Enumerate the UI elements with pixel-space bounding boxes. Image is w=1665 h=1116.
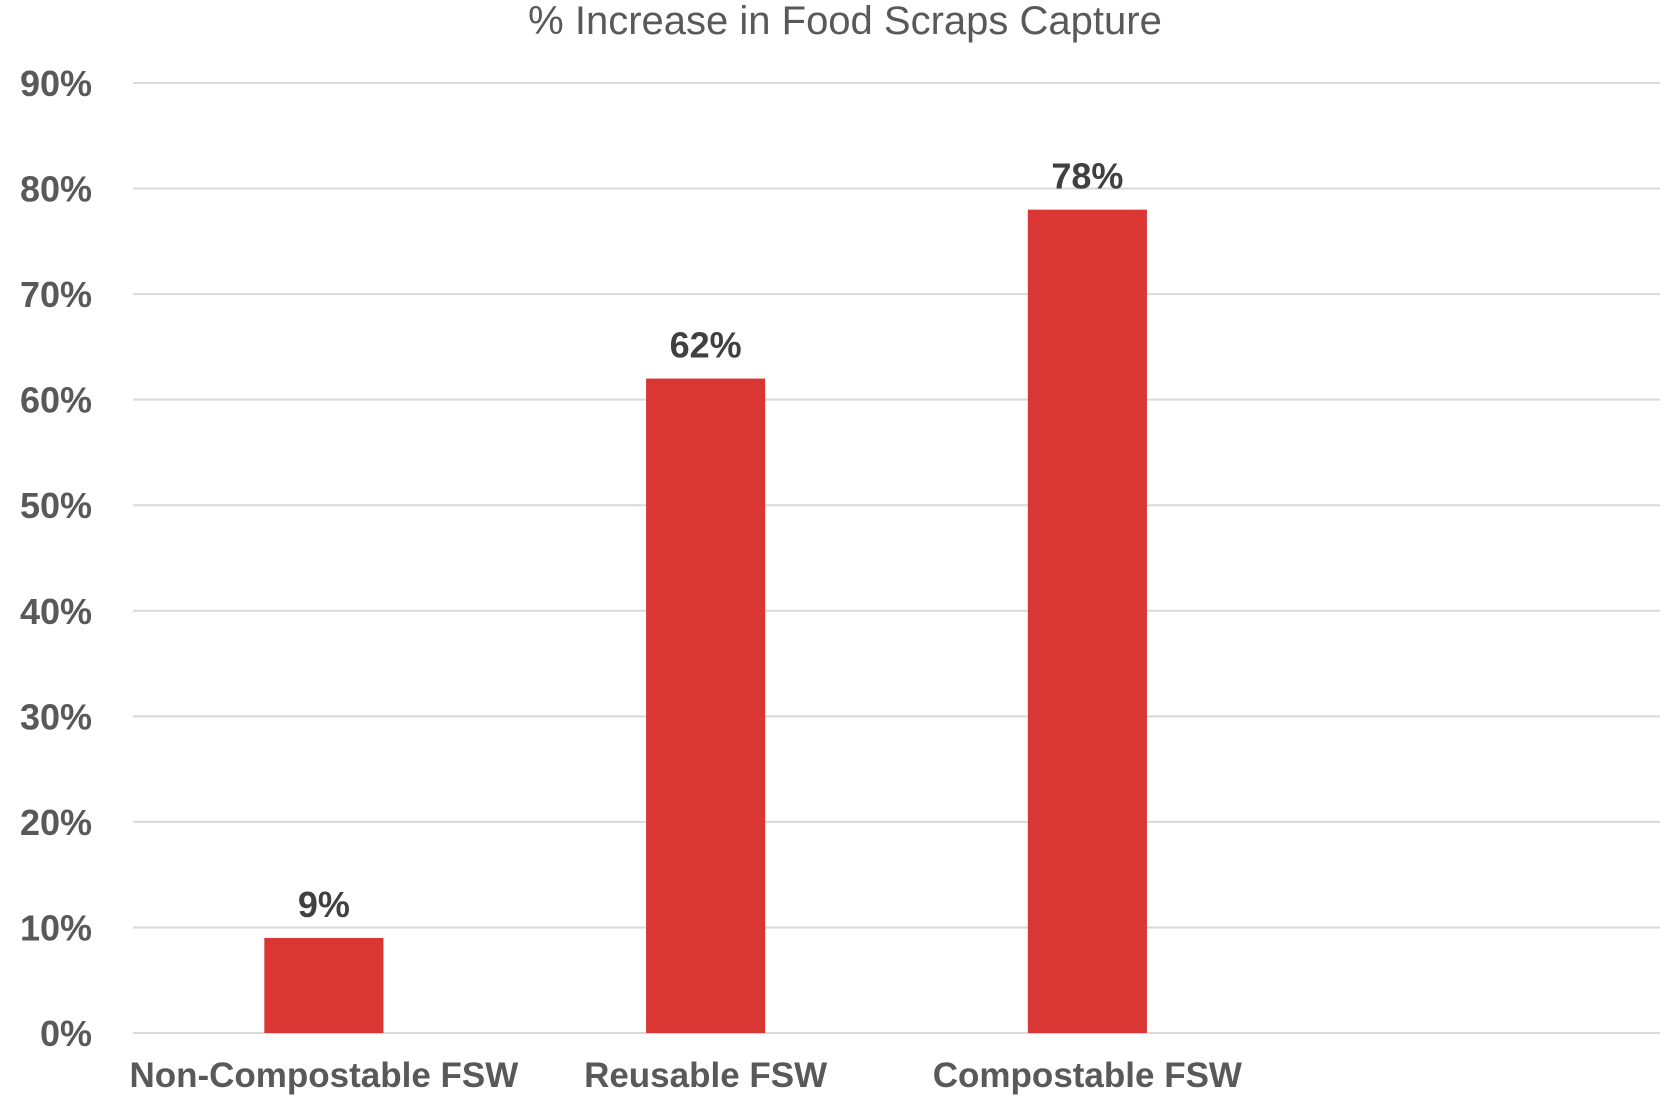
gridlines <box>133 82 1660 1034</box>
data-label: 62% <box>670 325 742 366</box>
data-label: 78% <box>1051 156 1123 197</box>
y-tick-label: 80% <box>20 169 92 210</box>
y-axis-tick-labels: 0% 10% 20% 30% 40% 50% 60% 70% 80% 90% <box>20 63 92 1054</box>
y-tick-label: 90% <box>20 63 92 104</box>
y-tick-label: 0% <box>40 1013 92 1054</box>
x-tick-label: Reusable FSW <box>584 1056 827 1095</box>
bars <box>264 209 1147 1033</box>
y-tick-label: 50% <box>20 485 92 526</box>
y-tick-label: 10% <box>20 907 92 948</box>
data-label: 9% <box>298 884 350 925</box>
data-labels: 9% 62% 78% <box>298 156 1124 925</box>
y-tick-label: 60% <box>20 380 92 421</box>
bar <box>264 938 384 1033</box>
x-tick-label: Non-Compostable FSW <box>129 1056 518 1095</box>
bar <box>1027 209 1147 1033</box>
x-tick-label: Compostable FSW <box>933 1056 1242 1095</box>
bar <box>646 378 766 1033</box>
x-axis-tick-labels: Non-Compostable FSW Reusable FSW Compostab… <box>129 1056 1242 1095</box>
y-tick-label: 40% <box>20 591 92 632</box>
y-tick-label: 30% <box>20 696 92 737</box>
chart-title: % Increase in Food Scraps Capture <box>528 0 1162 43</box>
y-tick-label: 20% <box>20 802 92 843</box>
y-tick-label: 70% <box>20 274 92 315</box>
